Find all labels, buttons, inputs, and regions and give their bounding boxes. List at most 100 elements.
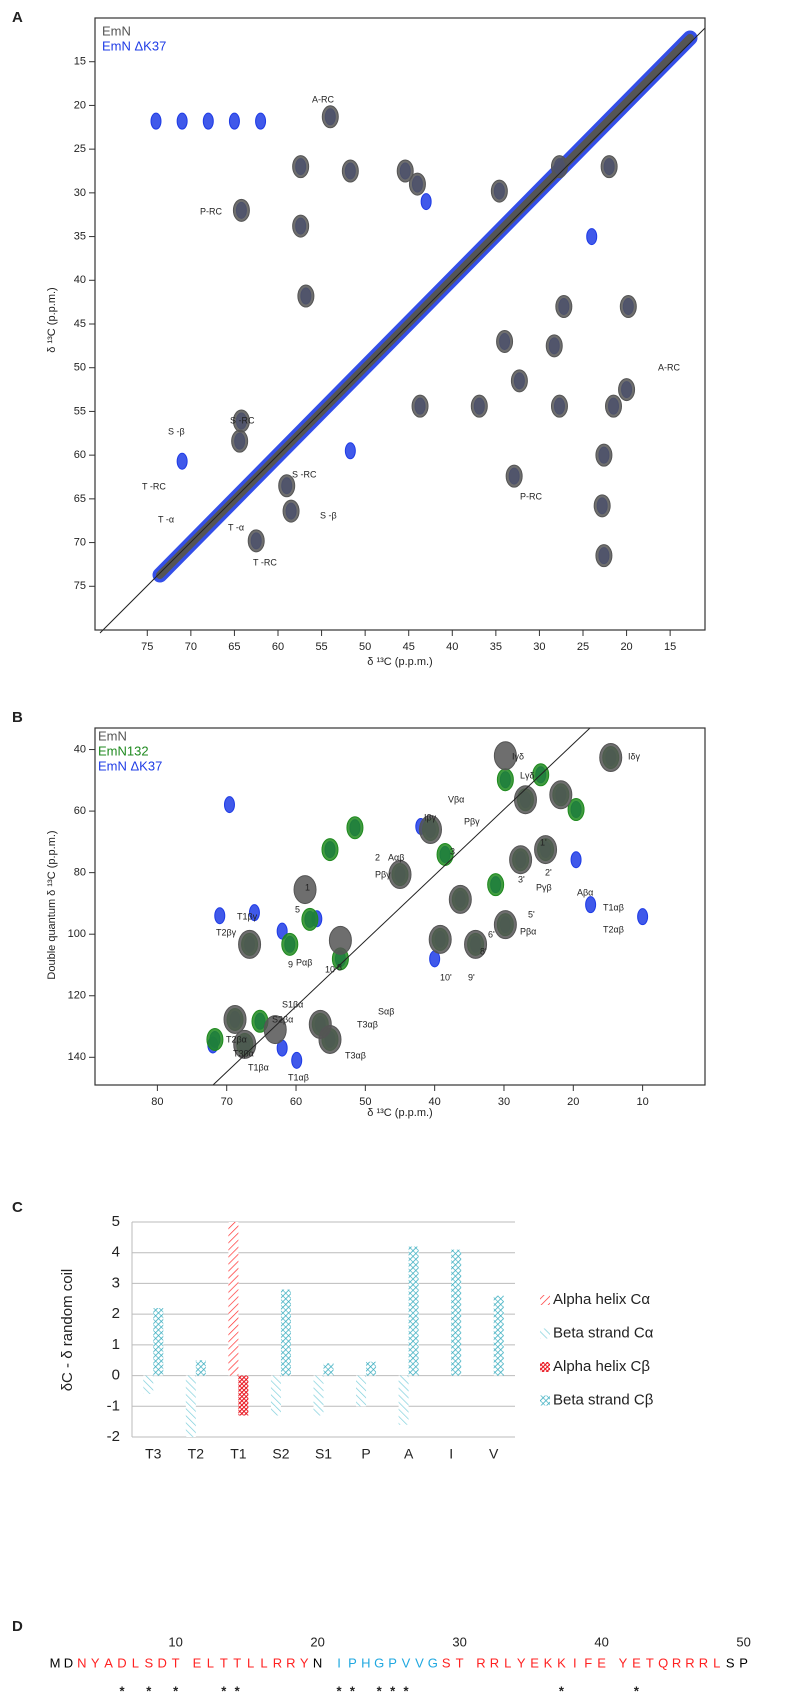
annotation: Aαβ <box>388 852 404 862</box>
annotation: Iδγ <box>628 751 641 761</box>
y-tick-label: 20 <box>74 99 86 111</box>
legend-swatch <box>540 1295 550 1305</box>
peak <box>600 155 618 179</box>
peak <box>595 443 613 467</box>
annotation: 9 <box>288 959 293 969</box>
annotation: P-RC <box>200 206 222 216</box>
peak <box>470 394 488 418</box>
conserved-marker: * <box>403 1683 409 1698</box>
peak <box>176 452 188 470</box>
residue-number: 20 <box>310 1634 324 1649</box>
annotation: 8 <box>337 962 342 972</box>
peak <box>493 741 517 771</box>
peak <box>232 198 250 222</box>
peak <box>637 908 649 926</box>
peak <box>487 873 505 897</box>
conserved-marker: * <box>390 1683 396 1698</box>
x-axis-label: δ ¹³C (p.p.m.) <box>367 656 432 668</box>
x-tick-label: T2 <box>188 1446 205 1462</box>
bar <box>280 1289 291 1376</box>
peak <box>255 112 267 130</box>
peak <box>464 929 488 959</box>
legend-label: EmN ΔK37 <box>98 758 162 773</box>
y-tick-label: 75 <box>74 580 86 592</box>
peak <box>408 172 426 196</box>
y-tick-label: 60 <box>74 805 86 817</box>
legend-label: EmN <box>102 23 131 38</box>
peak <box>223 1004 247 1034</box>
y-tick-label: 70 <box>74 536 86 548</box>
peak <box>292 155 310 179</box>
y-tick-label: 80 <box>74 867 86 879</box>
x-tick-label: A <box>404 1446 414 1462</box>
annotation: S1βα <box>282 999 303 1009</box>
x-tick-label: 70 <box>221 1096 233 1108</box>
peak <box>344 442 356 460</box>
peak <box>202 112 214 130</box>
y-tick-label: 55 <box>74 405 86 417</box>
peak <box>550 394 568 418</box>
peak <box>567 798 585 822</box>
peak <box>509 845 533 875</box>
x-tick-label: P <box>361 1446 370 1462</box>
annotation: T -RC <box>142 481 166 491</box>
peak <box>281 932 299 956</box>
peak <box>318 1024 342 1054</box>
peak <box>150 112 162 130</box>
peak <box>248 904 260 922</box>
y-tick-label: 140 <box>68 1051 86 1063</box>
conserved-marker: * <box>235 1683 241 1698</box>
peak <box>341 159 359 183</box>
y-tick-label: 60 <box>74 449 86 461</box>
annotation: 10' <box>440 972 452 982</box>
annotation: A-RC <box>312 94 334 104</box>
y-axis-label: δC - δ random coil <box>59 1269 76 1392</box>
peak <box>493 910 517 940</box>
conserved-marker: * <box>350 1683 356 1698</box>
annotation: T2βα <box>226 1034 247 1044</box>
x-tick-label: 65 <box>228 641 240 653</box>
bar <box>356 1375 367 1407</box>
peak <box>388 859 412 889</box>
annotation: T -α <box>228 522 244 532</box>
annotation: 10 <box>325 964 335 974</box>
x-tick-label: T1 <box>230 1446 247 1462</box>
annotation: T1βγ <box>237 911 258 921</box>
bar <box>185 1375 196 1437</box>
x-tick-label: 55 <box>315 641 327 653</box>
bar <box>451 1249 462 1376</box>
peak <box>570 851 582 869</box>
panel-label: C <box>12 1199 23 1216</box>
y-tick-label: -2 <box>107 1428 120 1445</box>
peak <box>206 1027 224 1051</box>
peak <box>513 785 537 815</box>
x-tick-label: 20 <box>567 1096 579 1108</box>
peak <box>618 378 636 402</box>
peak <box>321 105 339 129</box>
annotation: 3 <box>450 846 455 856</box>
peak <box>228 112 240 130</box>
y-tick-label: 0 <box>112 1367 120 1384</box>
sequence-segment: N <box>313 1655 322 1670</box>
peak <box>321 838 339 862</box>
legend-label: Alpha helix Cβ <box>553 1358 650 1375</box>
bar <box>313 1375 324 1416</box>
conserved-marker: * <box>377 1683 383 1698</box>
conserved-marker: * <box>634 1683 640 1698</box>
peak <box>595 544 613 568</box>
y-tick-label: 30 <box>74 187 86 199</box>
bar <box>228 1222 239 1376</box>
conserved-marker: * <box>119 1683 125 1698</box>
annotation: S2βα <box>272 1014 293 1024</box>
annotation: 6' <box>488 929 495 939</box>
annotation: T -α <box>158 514 174 524</box>
annotation: Pβγ <box>464 816 480 826</box>
peak <box>496 768 514 792</box>
y-tick-label: 100 <box>68 928 86 940</box>
peak <box>278 474 296 498</box>
annotation: T1αβ <box>288 1072 309 1082</box>
frame <box>94 727 706 1086</box>
peak <box>291 1051 303 1069</box>
